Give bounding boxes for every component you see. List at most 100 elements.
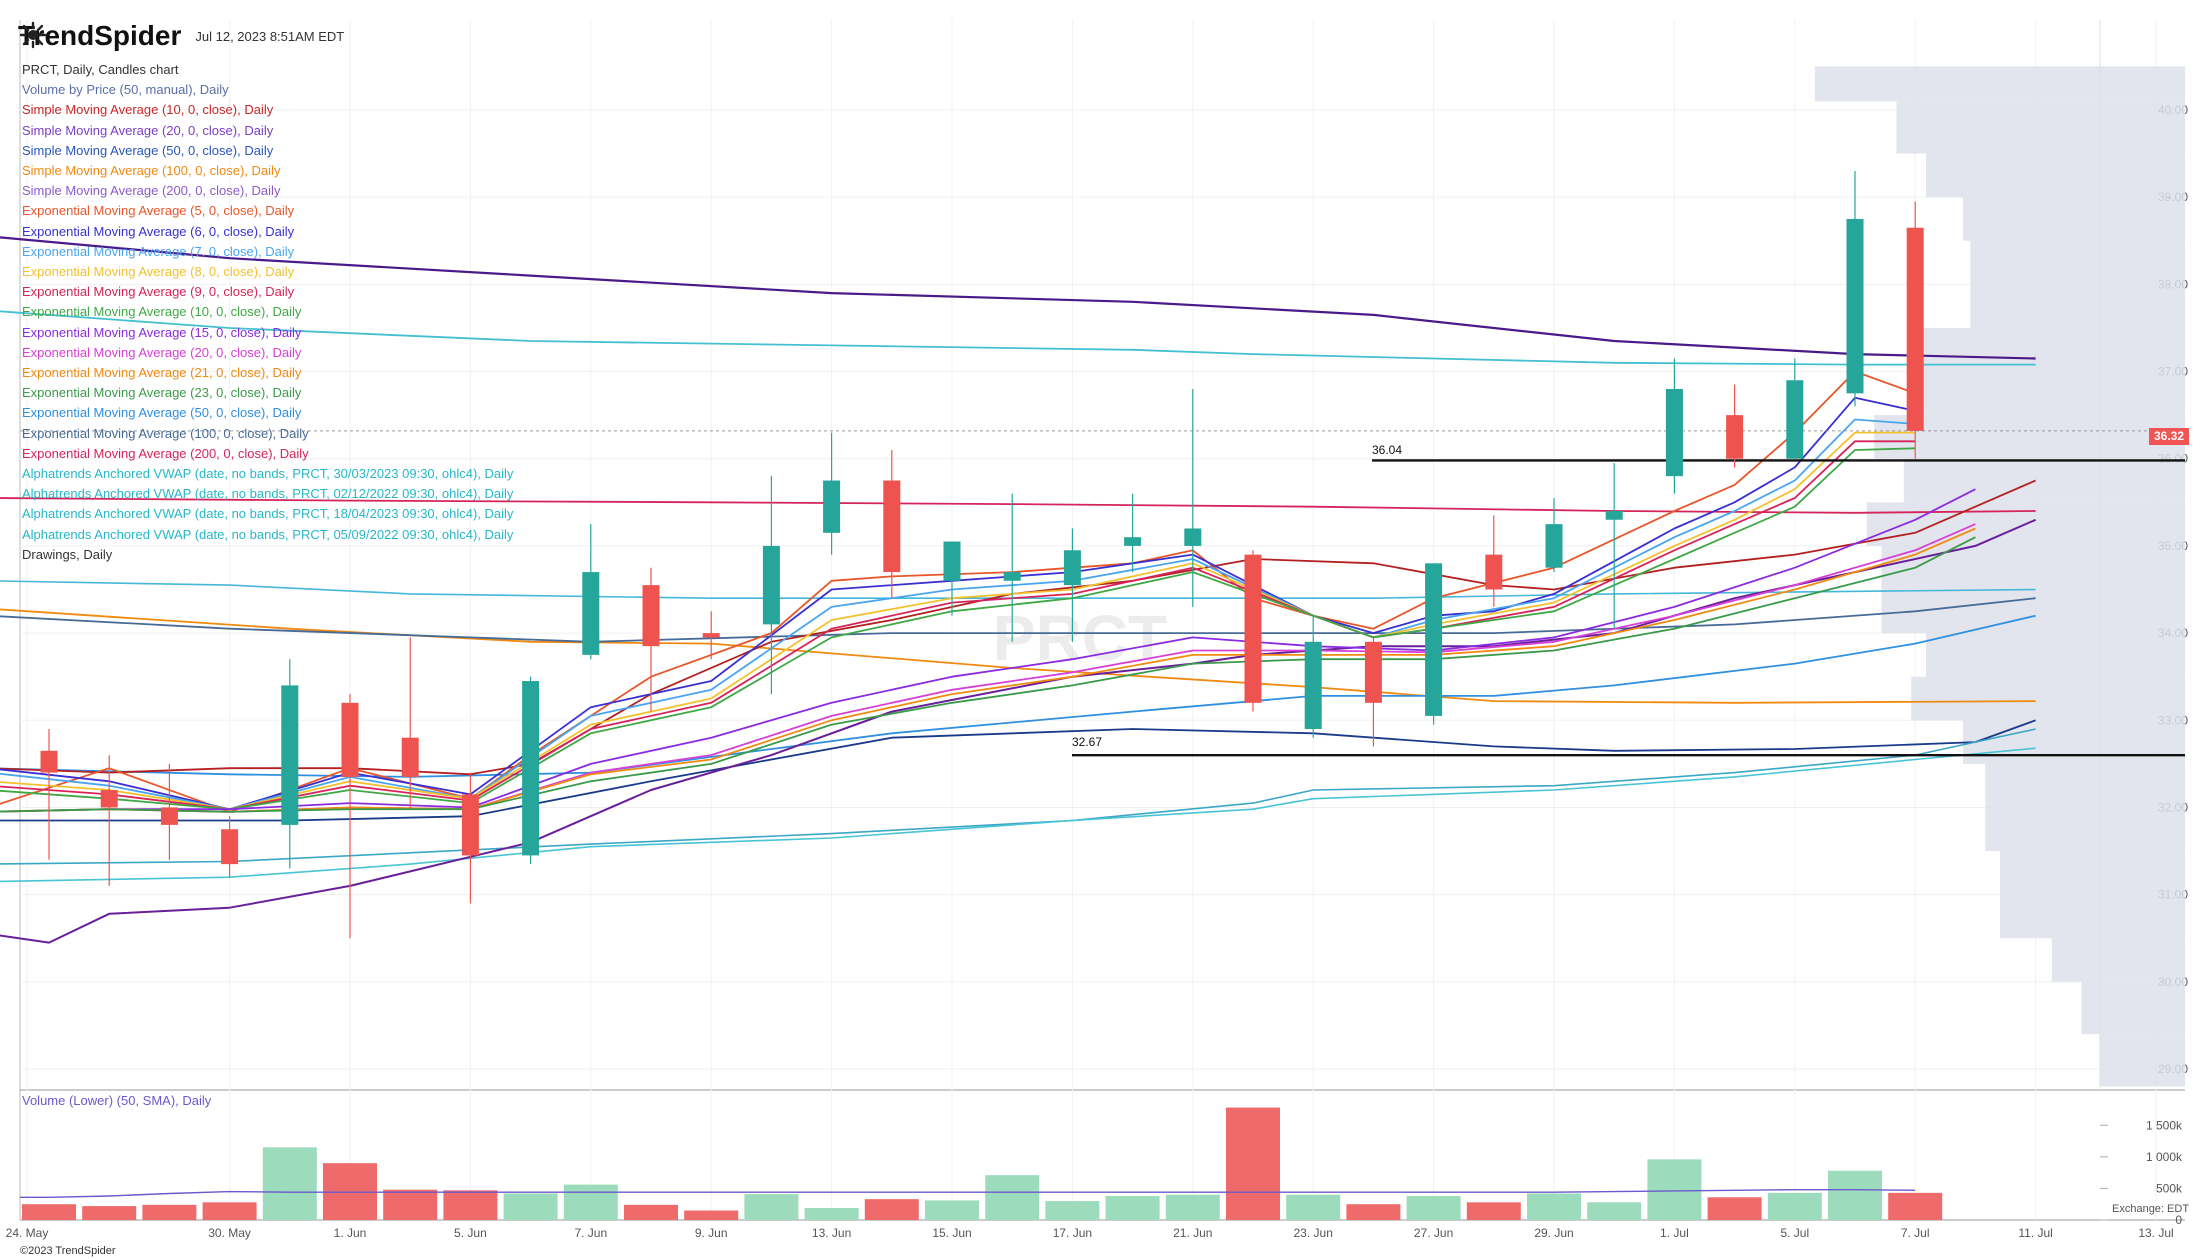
volume-bar[interactable] — [1527, 1193, 1581, 1220]
candle-up[interactable] — [823, 480, 841, 533]
legend-item[interactable]: Exponential Moving Average (5, 0, close)… — [22, 203, 295, 219]
candle-down[interactable] — [1906, 227, 1924, 431]
legend-item[interactable]: Alphatrends Anchored VWAP (date, no band… — [22, 486, 514, 502]
candle-down[interactable] — [341, 702, 359, 777]
volume-bar[interactable] — [1587, 1202, 1642, 1220]
legend-item[interactable]: PRCT, Daily, Candles chart — [22, 62, 179, 77]
volume-bar[interactable] — [624, 1204, 678, 1220]
volume-bar[interactable] — [1647, 1159, 1702, 1220]
candle-up[interactable] — [1003, 572, 1021, 581]
legend-item[interactable]: Exponential Moving Average (15, 0, close… — [22, 324, 302, 340]
volume-bar[interactable] — [1767, 1192, 1822, 1220]
volume-bar[interactable] — [142, 1204, 197, 1220]
candle-down[interactable] — [1244, 554, 1262, 703]
candle-up[interactable] — [1124, 537, 1142, 546]
indicator-line — [0, 447, 1916, 811]
legend-item[interactable]: Simple Moving Average (100, 0, close), D… — [22, 163, 281, 179]
candle-down[interactable] — [883, 480, 901, 573]
indicator-legend[interactable]: PRCT, Daily, Candles chart Volume by Pric… — [22, 60, 513, 565]
volume-bar[interactable] — [1105, 1196, 1160, 1220]
time-tick-label: 24. May — [6, 1226, 49, 1240]
candle-down[interactable] — [221, 829, 239, 865]
legend-item[interactable]: Exponential Moving Average (200, 0, clos… — [22, 445, 309, 461]
volume-bar[interactable] — [383, 1189, 438, 1220]
volume-bar[interactable] — [1707, 1197, 1762, 1220]
candle-up[interactable] — [1545, 524, 1563, 568]
volume-tick-label: 1 000k — [2146, 1150, 2183, 1164]
candle-up[interactable] — [762, 545, 780, 625]
legend-item[interactable]: Drawings, Daily — [22, 546, 113, 562]
volume-bar[interactable] — [1165, 1194, 1220, 1220]
legend-item[interactable]: Exponential Moving Average (23, 0, close… — [22, 385, 302, 401]
volume-bar[interactable] — [804, 1208, 859, 1220]
legend-item[interactable]: Alphatrends Anchored VWAP (date, no band… — [22, 506, 514, 522]
volume-bar[interactable] — [82, 1206, 137, 1220]
volume-bar[interactable] — [1226, 1107, 1280, 1220]
volume-bar[interactable] — [443, 1190, 498, 1220]
candle-up[interactable] — [1665, 388, 1683, 477]
volume-bar[interactable] — [1045, 1201, 1100, 1220]
legend-item[interactable]: Exponential Moving Average (50, 0, close… — [22, 405, 302, 421]
candle-up[interactable] — [943, 541, 961, 581]
candle-up[interactable] — [522, 681, 540, 856]
candle-up[interactable] — [1846, 218, 1864, 394]
legend-item[interactable]: Alphatrends Anchored VWAP (date, no band… — [22, 526, 514, 542]
candle-down[interactable] — [461, 794, 479, 856]
volume-bar[interactable] — [1286, 1194, 1341, 1220]
legend-item[interactable]: Exponential Moving Average (10, 0, close… — [22, 304, 302, 320]
volume-bar[interactable] — [1406, 1196, 1461, 1220]
indicator-line — [0, 488, 1976, 813]
volume-bar[interactable] — [262, 1147, 317, 1220]
hline-label-upper[interactable]: 36.04 — [1372, 443, 1403, 457]
candle-up[interactable] — [582, 572, 600, 655]
candle-down[interactable] — [1364, 641, 1382, 703]
candle-up[interactable] — [1304, 641, 1322, 729]
candle-down[interactable] — [100, 790, 118, 808]
volume-bar[interactable] — [1828, 1170, 1882, 1220]
legend-item[interactable]: Alphatrends Anchored VWAP (date, no band… — [22, 466, 514, 482]
volume-bar[interactable] — [925, 1200, 979, 1220]
legend-item[interactable]: Exponential Moving Average (6, 0, close)… — [22, 223, 295, 239]
candle-down[interactable] — [1726, 415, 1744, 459]
legend-item[interactable]: Exponential Moving Average (8, 0, close)… — [22, 264, 295, 280]
candle-up[interactable] — [1184, 528, 1202, 546]
time-tick-label: 15. Jun — [932, 1226, 971, 1240]
candle-down[interactable] — [401, 737, 419, 777]
volume-bar[interactable] — [1888, 1192, 1943, 1220]
candle-up[interactable] — [1605, 511, 1623, 520]
candle-down[interactable] — [642, 585, 660, 647]
volume-legend[interactable]: Volume (Lower) (50, SMA), Daily — [22, 1093, 212, 1108]
legend-item[interactable]: Exponential Moving Average (21, 0, close… — [22, 365, 302, 381]
volume-bar[interactable] — [22, 1204, 76, 1220]
legend-item[interactable]: Exponential Moving Average (7, 0, close)… — [22, 243, 295, 259]
time-tick-label: 5. Jun — [454, 1226, 487, 1240]
legend-item[interactable]: Simple Moving Average (50, 0, close), Da… — [22, 142, 274, 158]
candle-down[interactable] — [1485, 554, 1503, 590]
volume-bar[interactable] — [985, 1175, 1040, 1220]
volume-bar[interactable] — [563, 1184, 618, 1220]
volume-bar[interactable] — [864, 1199, 919, 1220]
candle-down[interactable] — [160, 807, 178, 825]
legend-item[interactable]: Exponential Moving Average (9, 0, close)… — [22, 284, 295, 300]
volume-bar[interactable] — [684, 1210, 739, 1220]
volume-bar[interactable] — [1346, 1204, 1401, 1220]
legend-item[interactable]: Exponential Moving Average (20, 0, close… — [22, 344, 302, 360]
candle-down[interactable] — [702, 633, 720, 638]
volume-bar[interactable] — [1466, 1202, 1521, 1220]
volume-bar[interactable] — [202, 1202, 257, 1220]
legend-item[interactable]: Exponential Moving Average (100, 0, clos… — [22, 425, 309, 441]
legend-item[interactable]: Simple Moving Average (200, 0, close), D… — [22, 183, 281, 199]
hline-label-lower[interactable]: 32.67 — [1072, 735, 1103, 749]
legend-item[interactable]: Simple Moving Average (10, 0, close), Da… — [22, 102, 274, 118]
legend-item[interactable]: Simple Moving Average (20, 0, close), Da… — [22, 122, 274, 138]
candle-down[interactable] — [40, 750, 58, 773]
volume-bar[interactable] — [744, 1194, 799, 1220]
legend-item[interactable]: Volume by Price (50, manual), Daily — [22, 82, 229, 98]
candle-up[interactable] — [281, 685, 299, 825]
candle-up[interactable] — [1063, 550, 1081, 586]
volume-bar[interactable] — [503, 1193, 558, 1220]
candle-up[interactable] — [1786, 380, 1804, 459]
candle-up[interactable] — [1425, 563, 1443, 716]
